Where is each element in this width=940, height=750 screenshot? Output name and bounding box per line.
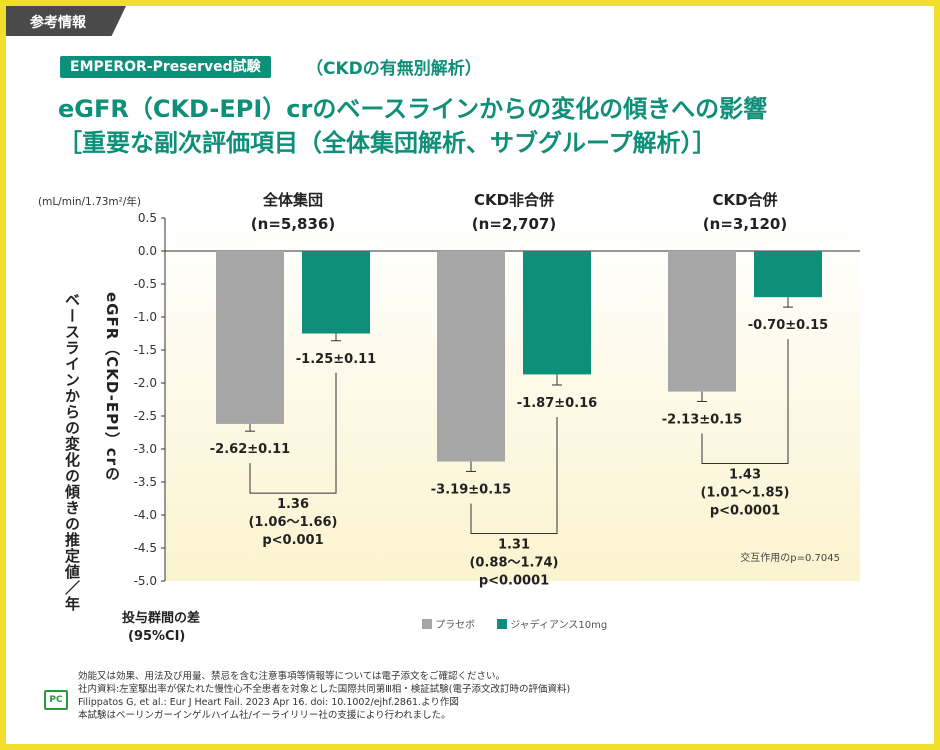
title-line-2: ［重要な副次評価項目（全体集団解析、サブグループ解析）］ <box>58 129 717 157</box>
difference-label: p<0.001 <box>262 533 323 548</box>
trial-subtitle: （CKDの有無別解析） <box>306 59 482 79</box>
difference-label: 1.36 <box>277 497 309 512</box>
y-tick-label: -2.5 <box>134 409 157 423</box>
legend-label-jardiance: ジャディアンス10mg <box>510 620 608 631</box>
y-tick-label: -4.5 <box>134 541 157 555</box>
bar-value-label: -2.62±0.11 <box>210 442 290 457</box>
diff-label-line-2: (95%CI) <box>128 629 185 644</box>
difference-label: p<0.0001 <box>479 573 549 588</box>
y-tick-label: -3.5 <box>134 475 157 489</box>
difference-label: (1.01～1.85) <box>700 485 789 500</box>
bar-value-label: -1.87±0.16 <box>517 396 597 411</box>
y-tick-label: -5.0 <box>134 574 157 588</box>
difference-label: 1.43 <box>729 467 761 482</box>
footer-line-2: 社内資料:左室駆出率が保たれた慢性心不全患者を対象とした国際共同第Ⅲ相・検証試験… <box>78 684 571 695</box>
bar-value-label: -1.25±0.11 <box>296 352 376 367</box>
bar-jardiance <box>754 251 822 298</box>
footer-notes: 効能又は効果、用法及び用量、禁忌を含む注意事項等情報等については電子添文をご確認… <box>78 670 570 722</box>
group-n: (n=3,120) <box>703 215 787 233</box>
bar-value-label: -2.13±0.15 <box>662 412 742 427</box>
bar-placebo <box>437 251 505 462</box>
bar-placebo <box>216 251 284 424</box>
y-tick-label: -1.0 <box>134 310 157 324</box>
y-axis-label-line-1: eGFR（CKD-EPI）crの <box>103 292 121 482</box>
difference-label: 1.31 <box>498 537 530 552</box>
group-name: 全体集団 <box>262 191 323 209</box>
footer-line-4: 本試験はベーリンガーインゲルハイム社/イーライリリー社の支援により行われました。 <box>78 710 451 721</box>
legend-label-placebo: プラセボ <box>435 620 476 631</box>
difference-label: p<0.0001 <box>710 503 780 518</box>
legend-jardiance: ジャディアンス10mg <box>497 616 607 631</box>
legend-placebo: プラセボ <box>422 616 475 631</box>
difference-bracket <box>249 372 337 494</box>
diff-label-line-1: 投与群間の差 <box>122 610 200 626</box>
y-tick-label: -0.5 <box>134 277 157 291</box>
reference-tag-label: 参考情報 <box>30 15 86 31</box>
bar-jardiance <box>302 251 370 334</box>
bar-value-label: -3.19±0.15 <box>431 482 511 497</box>
group-name: CKD合併 <box>712 191 777 209</box>
y-tick-label: -3.0 <box>134 442 157 456</box>
group-n: (n=2,707) <box>472 215 556 233</box>
reference-tag: 参考情報 <box>6 6 126 36</box>
group-n: (n=5,836) <box>251 215 335 233</box>
interaction-p-value: 交互作用のp=0.7045 <box>740 551 840 564</box>
y-tick-label: -1.5 <box>134 343 157 357</box>
difference-bracket <box>470 416 558 534</box>
footer-line-3: Filippatos G, et al.: Eur J Heart Fail. … <box>78 697 459 708</box>
y-unit-label: (mL/min/1.73m²/年) <box>38 195 141 208</box>
bar-placebo <box>668 251 736 392</box>
legend-swatch-jardiance <box>497 619 507 629</box>
bar-jardiance <box>523 251 591 375</box>
difference-label: (0.88～1.74) <box>469 555 558 570</box>
group-name: CKD非合併 <box>474 191 554 209</box>
bar-value-label: -0.70±0.15 <box>748 318 828 333</box>
y-tick-label: -2.0 <box>134 376 157 390</box>
pc-logo-icon: PC <box>44 690 68 710</box>
trial-badge: EMPEROR-Preserved試験 <box>60 56 271 78</box>
page-title: eGFR（CKD-EPI）crのベースラインからの変化の傾きへの影響 ［重要な副… <box>58 92 767 160</box>
difference-bracket <box>701 339 789 464</box>
y-tick-label: 0.0 <box>138 244 157 258</box>
footer-line-1: 効能又は効果、用法及び用量、禁忌を含む注意事項等情報等については電子添文をご確認… <box>78 671 506 682</box>
y-axis-label-line-2: ベースラインからの変化の傾きの推定値／年 <box>63 292 81 612</box>
y-tick-label: -4.0 <box>134 508 157 522</box>
y-tick-label: 0.5 <box>138 211 157 225</box>
legend-swatch-placebo <box>422 619 432 629</box>
title-line-1: eGFR（CKD-EPI）crのベースラインからの変化の傾きへの影響 <box>58 95 768 123</box>
difference-label: (1.06～1.66) <box>248 515 337 530</box>
